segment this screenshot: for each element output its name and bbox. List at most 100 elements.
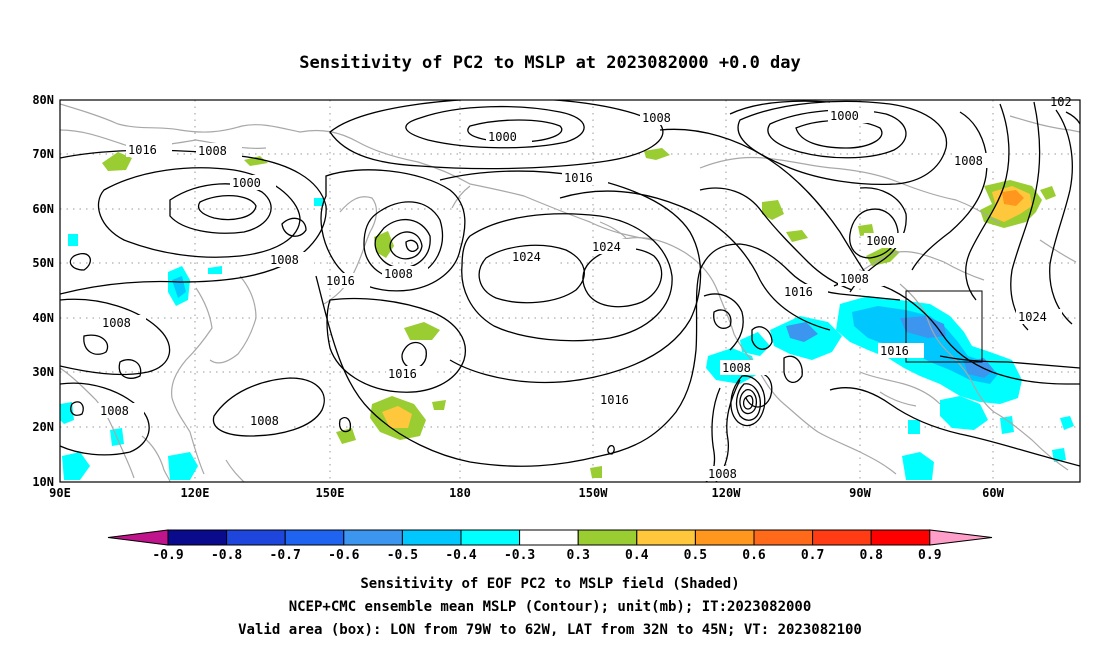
colorbar-swatch bbox=[870, 529, 931, 546]
shade-negative-region bbox=[1052, 448, 1066, 462]
lat-label: 20N bbox=[32, 420, 54, 434]
colorbar-swatch bbox=[519, 529, 579, 546]
contour-label: 1016 bbox=[388, 367, 417, 381]
map-frame bbox=[59, 99, 1081, 483]
contour-label: 1024 bbox=[1018, 310, 1047, 324]
shade-negative-region bbox=[786, 322, 818, 342]
contour-label: 1016 bbox=[784, 285, 813, 299]
shade-negative-region bbox=[68, 234, 78, 246]
caption-line-3: Valid area (box): LON from 79W to 62W, L… bbox=[238, 622, 862, 638]
contour-label: 1008 bbox=[270, 253, 299, 267]
contour-label: 1016 bbox=[880, 344, 909, 358]
contour-label: 1016 bbox=[128, 143, 157, 157]
colorbar-tick-label: -0.5 bbox=[387, 548, 418, 563]
colorbar-tick-label: 0.9 bbox=[918, 548, 941, 563]
colorbar-swatch bbox=[636, 529, 696, 546]
colorbar-swatch bbox=[753, 529, 814, 546]
lat-label: 70N bbox=[32, 147, 54, 161]
map-panel: 1016 1008 1000 1008 1016 1008 1000 1008 … bbox=[32, 93, 1081, 500]
lon-label: 150E bbox=[316, 486, 345, 500]
colorbar-swatch bbox=[577, 529, 638, 546]
shade-negative-region bbox=[62, 452, 90, 480]
shade-negative-region bbox=[940, 396, 988, 430]
shade-negative-region bbox=[1060, 416, 1074, 430]
shade-positive-region bbox=[1002, 190, 1024, 206]
shade-negative-region bbox=[208, 266, 222, 274]
shade-positive-region bbox=[644, 148, 670, 160]
shade-negative-region bbox=[908, 420, 920, 434]
colorbar-tick-label: -0.8 bbox=[211, 548, 242, 563]
shade-positive-region bbox=[404, 322, 440, 340]
valid-area-box bbox=[905, 290, 983, 363]
lon-label: 180 bbox=[449, 486, 471, 500]
contour-label: 1000 bbox=[232, 176, 261, 190]
contour-label: 1024 bbox=[512, 250, 541, 264]
shade-negative-region bbox=[900, 316, 946, 338]
shade-positive-region bbox=[786, 230, 808, 242]
sensitivity-shading bbox=[60, 148, 1074, 480]
shade-negative-region bbox=[1000, 416, 1014, 434]
contour-label: 1008 bbox=[708, 467, 737, 481]
shade-negative-region bbox=[740, 332, 770, 356]
lon-label: 90E bbox=[49, 486, 71, 500]
lon-label: 150W bbox=[579, 486, 609, 500]
colorbar-tick-label: -0.6 bbox=[328, 548, 359, 563]
contour-label: 1008 bbox=[384, 267, 413, 281]
colorbar-under-arrow bbox=[107, 529, 169, 546]
contour-label: 1000 bbox=[830, 109, 859, 123]
colorbar-tick-label: 0.4 bbox=[625, 548, 649, 563]
colorbar-over-arrow bbox=[929, 529, 993, 546]
colorbar-tick-label: 0.8 bbox=[859, 548, 883, 563]
lat-label: 60N bbox=[32, 202, 54, 216]
figure-title: Sensitivity of PC2 to MSLP at 2023082000… bbox=[299, 53, 801, 73]
lat-label: 50N bbox=[32, 256, 54, 270]
shade-positive-region bbox=[432, 400, 446, 410]
contour-label: 1008 bbox=[198, 144, 227, 158]
contour-label: 1000 bbox=[866, 234, 895, 248]
colorbar: -0.9 -0.8 -0.7 -0.6 -0.5 -0.4 -0.3 0.3 0.4 0.5 0.6… bbox=[107, 529, 993, 563]
shade-negative-region bbox=[314, 198, 324, 206]
caption-line-2: NCEP+CMC ensemble mean MSLP (Contour); u… bbox=[289, 599, 812, 615]
shade-negative-region bbox=[964, 358, 994, 378]
shade-positive-region bbox=[590, 466, 602, 478]
shade-positive-region bbox=[102, 152, 132, 171]
colorbar-swatch bbox=[226, 529, 286, 546]
lat-label: 10N bbox=[32, 475, 54, 489]
lon-label: 120E bbox=[181, 486, 210, 500]
lat-label: 80N bbox=[32, 93, 54, 107]
shade-positive-region bbox=[382, 406, 412, 428]
contour-label: 1008 bbox=[250, 414, 279, 428]
colorbar-tick-label: -0.7 bbox=[270, 548, 301, 563]
colorbar-swatch bbox=[812, 529, 872, 546]
colorbar-swatch bbox=[284, 529, 345, 546]
shade-positive-region bbox=[866, 246, 900, 266]
colorbar-swatch bbox=[694, 529, 755, 546]
colorbar-swatch bbox=[401, 529, 462, 546]
contour-labels: 1016 1008 1000 1008 1016 1008 1000 1008 … bbox=[100, 95, 1072, 481]
contour-label: 1016 bbox=[326, 274, 355, 288]
shade-positive-region bbox=[1040, 186, 1056, 200]
shade-negative-region bbox=[168, 452, 198, 480]
caption-line-1: Sensitivity of EOF PC2 to MSLP field (Sh… bbox=[360, 576, 739, 592]
lon-label: 90W bbox=[849, 486, 871, 500]
contour-label: 1008 bbox=[100, 404, 129, 418]
shade-negative-region bbox=[902, 452, 934, 480]
colorbar-swatch bbox=[460, 529, 521, 546]
lat-label: 40N bbox=[32, 311, 54, 325]
colorbar-tick-label: 0.6 bbox=[742, 548, 766, 563]
shade-positive-region bbox=[244, 156, 268, 166]
colorbar-tick-label: -0.9 bbox=[152, 548, 183, 563]
latitude-labels: 80N 70N 60N 50N 40N 30N 20N 10N bbox=[32, 93, 54, 489]
shade-negative-region bbox=[852, 306, 998, 384]
contour-label: 1000 bbox=[488, 130, 517, 144]
lon-label: 120W bbox=[712, 486, 742, 500]
contour-label: 1016 bbox=[600, 393, 629, 407]
colorbar-tick-label: -0.3 bbox=[504, 548, 535, 563]
contour-label: 1008 bbox=[954, 154, 983, 168]
lon-label: 60W bbox=[982, 486, 1004, 500]
shade-positive-region bbox=[374, 231, 394, 258]
lat-label: 30N bbox=[32, 365, 54, 379]
contour-label: 1008 bbox=[840, 272, 869, 286]
shade-positive-region bbox=[336, 428, 356, 444]
